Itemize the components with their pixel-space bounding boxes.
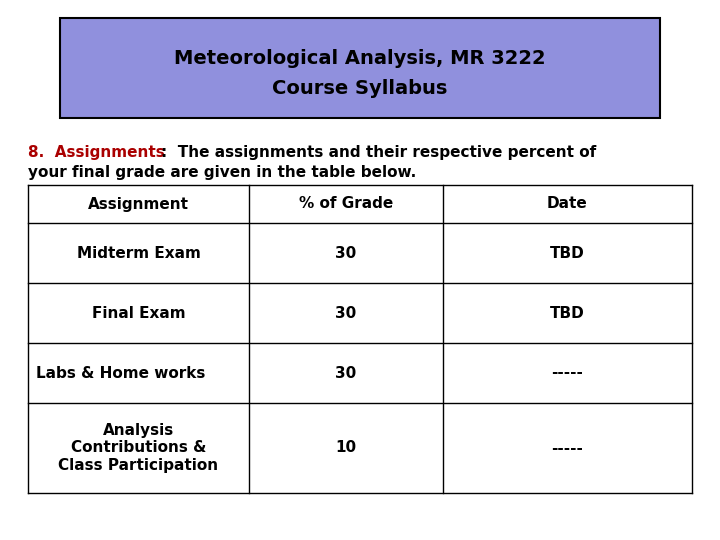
Text: 10: 10 bbox=[336, 441, 356, 456]
Text: TBD: TBD bbox=[550, 306, 585, 321]
Text: 30: 30 bbox=[336, 306, 356, 321]
Text: Final Exam: Final Exam bbox=[91, 306, 185, 321]
Text: 30: 30 bbox=[336, 246, 356, 260]
Text: :  The assignments and their respective percent of: : The assignments and their respective p… bbox=[161, 145, 596, 160]
Text: Labs & Home works: Labs & Home works bbox=[36, 366, 205, 381]
Bar bbox=[60, 18, 660, 118]
Text: -----: ----- bbox=[552, 366, 583, 381]
Text: Analysis
Contributions &
Class Participation: Analysis Contributions & Class Participa… bbox=[58, 423, 219, 473]
Text: Assignment: Assignment bbox=[88, 197, 189, 212]
Text: % of Grade: % of Grade bbox=[299, 197, 393, 212]
Text: your final grade are given in the table below.: your final grade are given in the table … bbox=[28, 165, 416, 180]
Text: Meteorological Analysis, MR 3222: Meteorological Analysis, MR 3222 bbox=[174, 49, 546, 68]
Text: -----: ----- bbox=[552, 441, 583, 456]
Text: 30: 30 bbox=[336, 366, 356, 381]
Text: 8.  Assignments: 8. Assignments bbox=[28, 145, 165, 160]
Text: Midterm Exam: Midterm Exam bbox=[76, 246, 200, 260]
Text: Date: Date bbox=[547, 197, 588, 212]
Text: Course Syllabus: Course Syllabus bbox=[272, 78, 448, 98]
Text: TBD: TBD bbox=[550, 246, 585, 260]
